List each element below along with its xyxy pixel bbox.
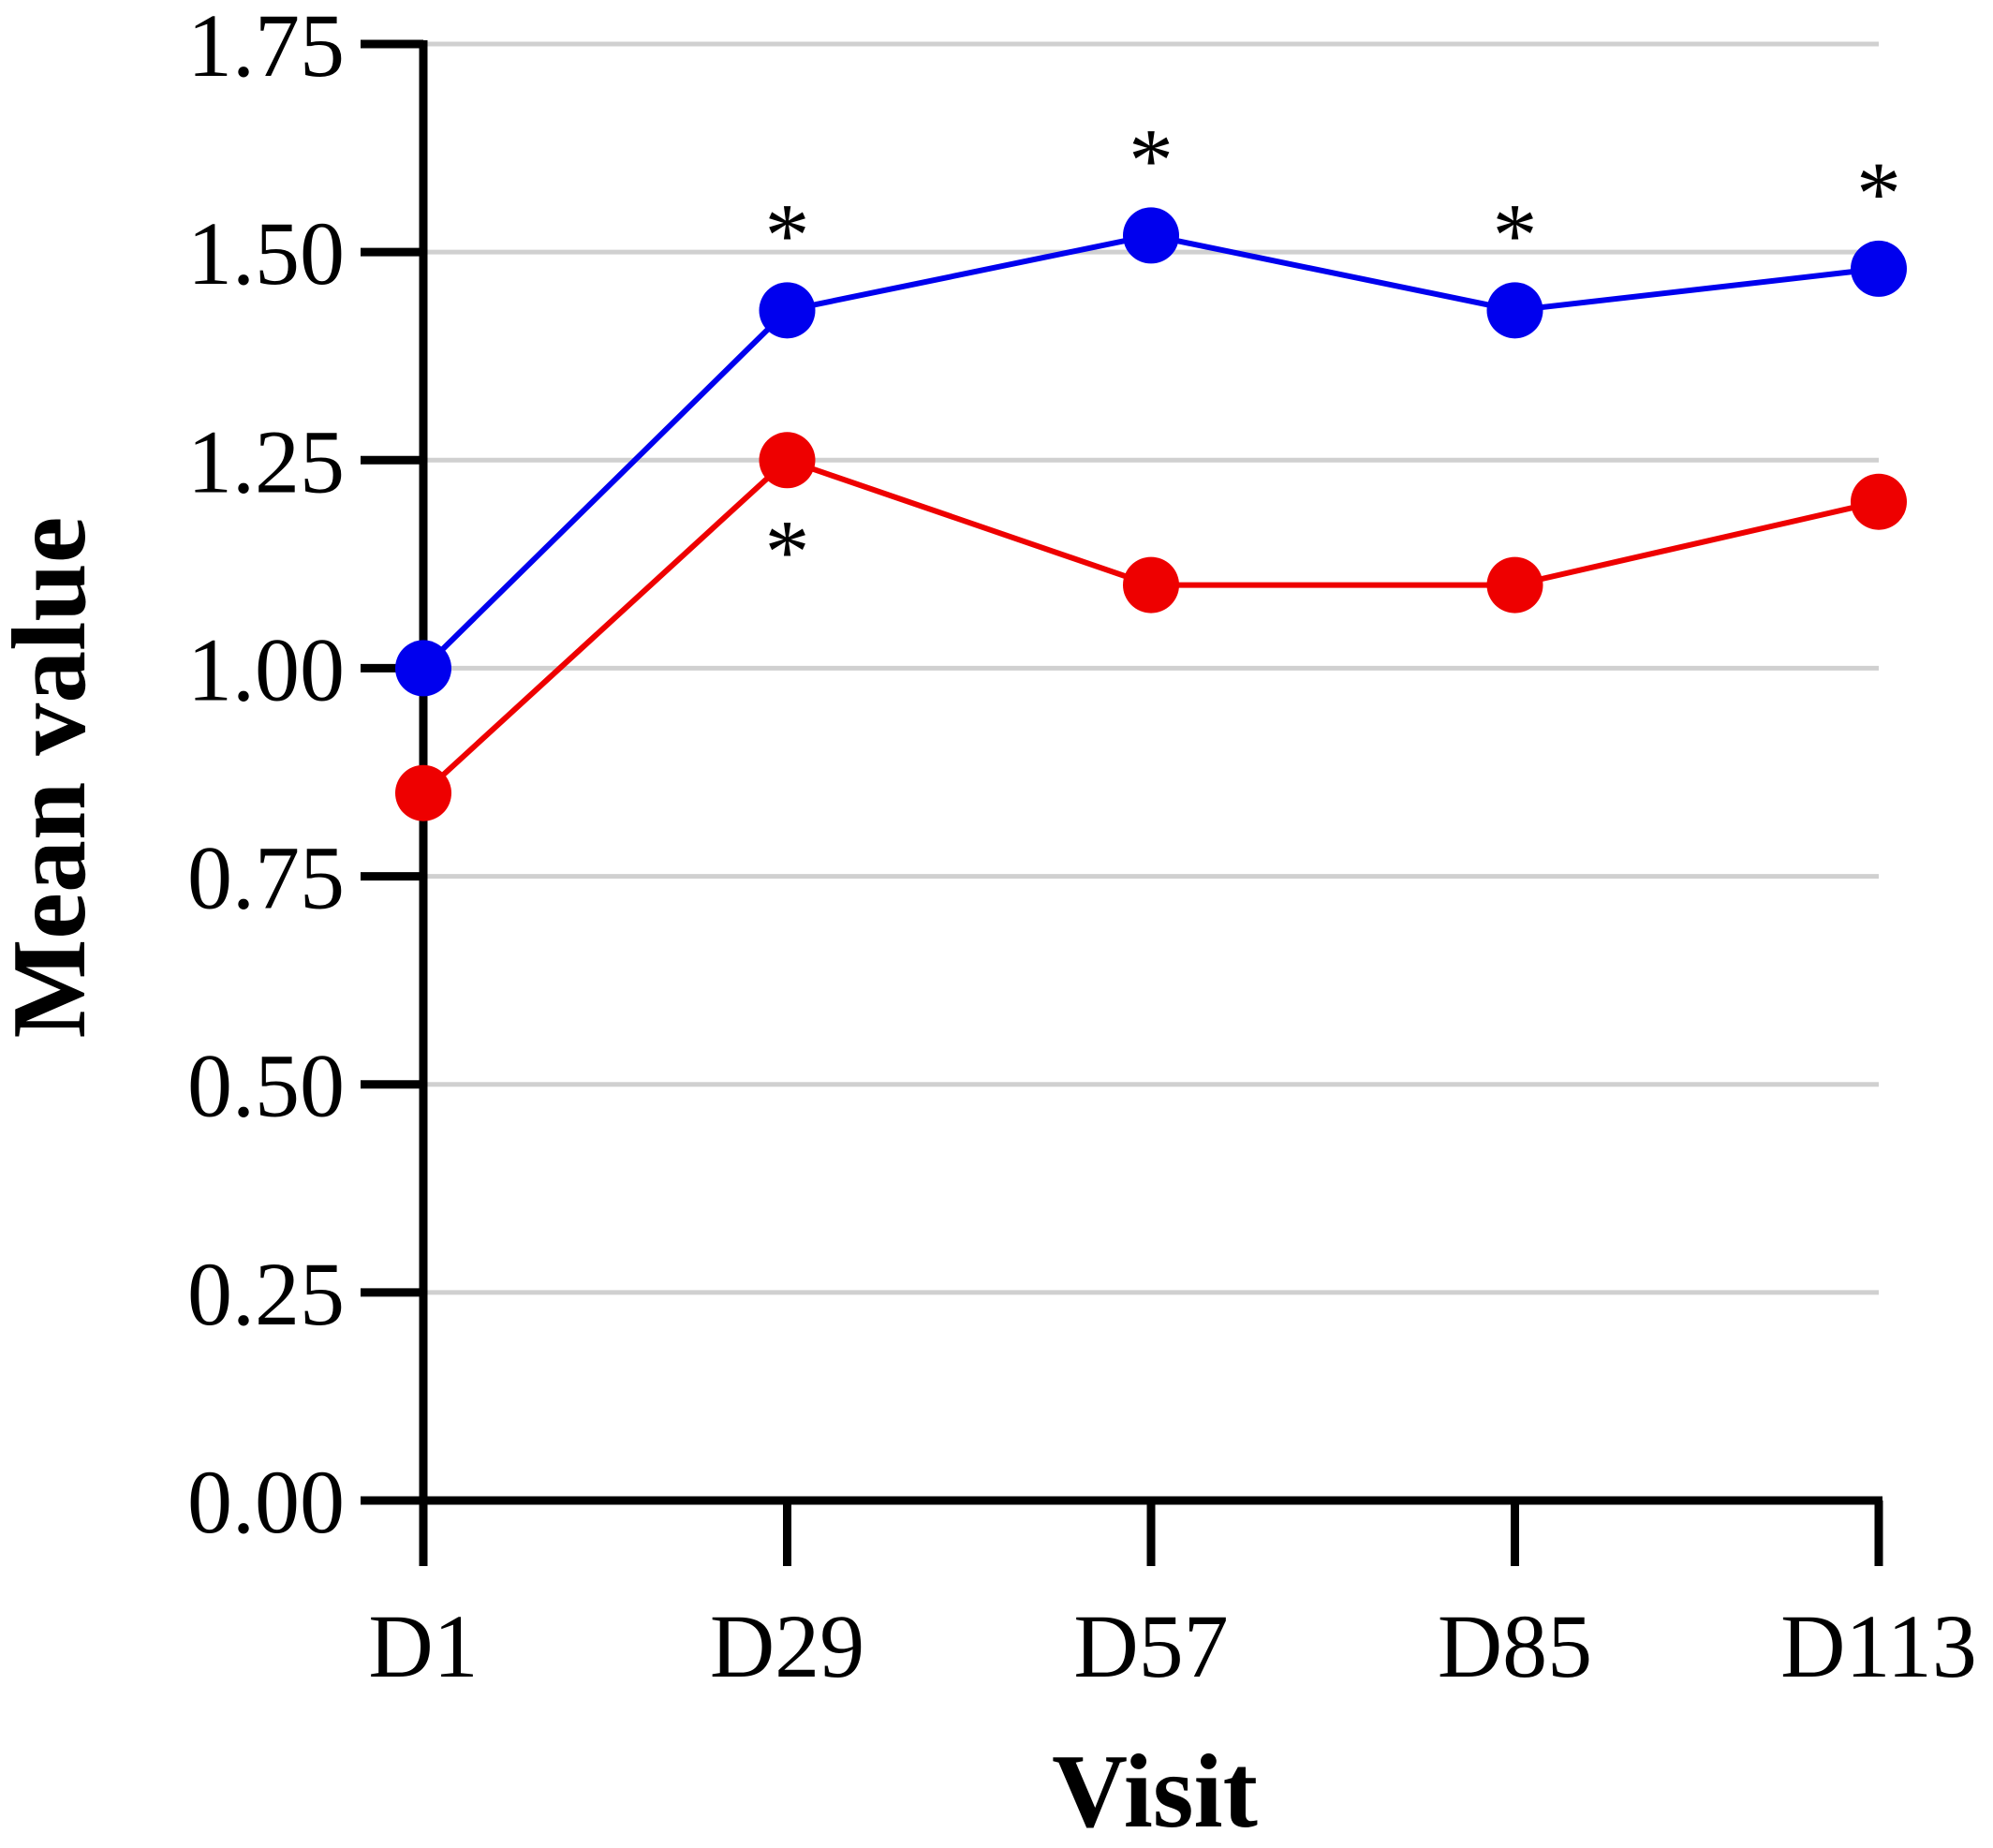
data-point xyxy=(1123,207,1179,264)
data-point xyxy=(1851,473,1907,530)
significance-marker: * xyxy=(765,185,810,285)
y-axis-title: Mean value xyxy=(0,517,108,1039)
data-point xyxy=(759,432,816,489)
x-tick-label: D57 xyxy=(1073,1596,1228,1696)
x-tick-label: D113 xyxy=(1780,1596,1977,1696)
y-tick-label: 0.00 xyxy=(187,1452,345,1552)
data-point xyxy=(395,640,451,697)
significance-marker: * xyxy=(1129,110,1174,210)
y-tick-label: 1.50 xyxy=(187,203,345,303)
data-point xyxy=(1123,556,1179,614)
y-tick-label: 1.25 xyxy=(187,411,345,511)
y-tick-label: 0.50 xyxy=(187,1036,345,1136)
series-line xyxy=(421,456,1880,795)
data-point xyxy=(1851,240,1907,297)
significance-marker: * xyxy=(1856,143,1901,244)
x-tick-label: D85 xyxy=(1438,1596,1592,1696)
y-tick-label: 0.75 xyxy=(187,828,345,928)
labels: 0.00 0.25 0.50 0.75 1.00 1.25 1.50 1.75 D1 D29 D57… xyxy=(187,0,1977,1696)
significance-marker: * xyxy=(1493,185,1538,285)
y-tick-label: 1.75 xyxy=(187,0,345,96)
series xyxy=(395,207,1907,821)
x-axis-title: Visit xyxy=(1052,1734,1258,1848)
y-tick-label: 1.00 xyxy=(187,619,345,719)
data-point xyxy=(1486,282,1543,339)
axes xyxy=(361,39,1883,1566)
x-tick-label: D29 xyxy=(710,1596,864,1696)
y-tick-label: 0.25 xyxy=(187,1244,345,1344)
significance-marker: * xyxy=(765,501,810,601)
data-point xyxy=(1486,556,1543,614)
data-point xyxy=(759,282,816,339)
data-point xyxy=(395,764,451,821)
x-tick-label: D1 xyxy=(368,1596,478,1696)
